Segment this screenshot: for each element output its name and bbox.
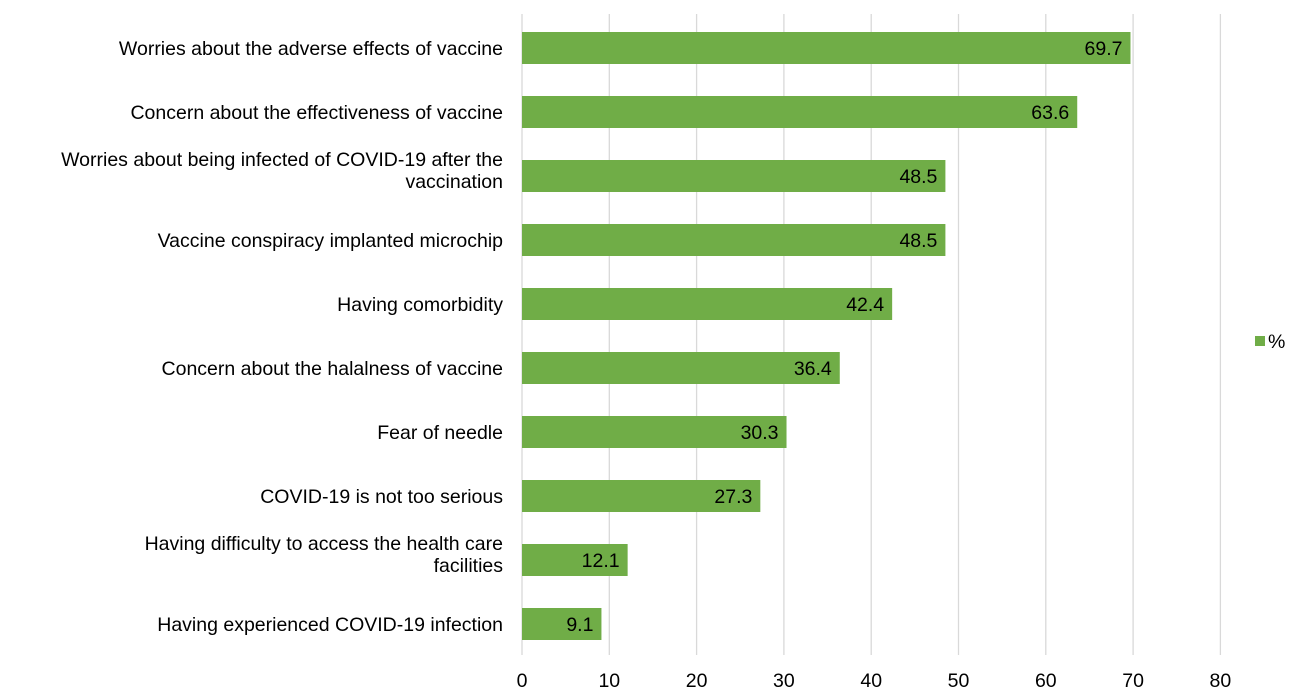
- data-label: 48.5: [899, 166, 937, 188]
- data-label: 69.7: [1085, 38, 1123, 60]
- category-label: Concern about the halalness of vaccine: [162, 358, 503, 380]
- x-tick-label: 30: [773, 670, 795, 690]
- x-tick-label: 80: [1210, 670, 1232, 690]
- category-label: Worries about the adverse effects of vac…: [119, 38, 503, 60]
- data-label: 30.3: [741, 422, 779, 444]
- bars: [522, 32, 1131, 640]
- x-tick-label: 20: [686, 670, 708, 690]
- category-label: Having difficulty to access the health c…: [145, 533, 504, 577]
- x-tick-label: 0: [517, 670, 528, 690]
- category-labels: Worries about the adverse effects of vac…: [61, 38, 503, 636]
- data-labels: 69.7 63.6 48.5 48.5 42.4 36.4 30.3 27.3 12.1 9.1: [566, 38, 1122, 636]
- bar: [522, 416, 787, 448]
- x-tick-label: 70: [1122, 670, 1144, 690]
- category-label: Fear of needle: [377, 422, 503, 444]
- data-label: 63.6: [1031, 102, 1069, 124]
- x-tick-label: 40: [860, 670, 882, 690]
- bar: [522, 608, 602, 640]
- bar: [522, 96, 1078, 128]
- category-label: Vaccine conspiracy implanted microchip: [158, 230, 504, 252]
- bar: [522, 352, 840, 384]
- x-tick-label: 60: [1035, 670, 1057, 690]
- x-axis-ticks: 0 10 20 30 40 50 60 70 80: [517, 670, 1232, 690]
- data-label: 27.3: [714, 486, 752, 508]
- category-label: COVID-19 is not too serious: [260, 486, 503, 508]
- data-label: 12.1: [582, 550, 620, 572]
- category-label: Having comorbidity: [337, 294, 503, 316]
- bar: [522, 480, 761, 512]
- x-tick-label: 50: [948, 670, 970, 690]
- legend-label: %: [1268, 331, 1285, 353]
- data-label: 48.5: [899, 230, 937, 252]
- data-label: 42.4: [846, 294, 884, 316]
- legend-swatch: [1255, 336, 1265, 346]
- bar: [522, 544, 628, 576]
- bar: [522, 288, 893, 320]
- category-label: Having experienced COVID-19 infection: [157, 614, 503, 636]
- legend: %: [1255, 331, 1285, 353]
- category-label: Concern about the effectiveness of vacci…: [130, 102, 503, 124]
- data-label: 36.4: [794, 358, 832, 380]
- bar: [522, 224, 946, 256]
- category-label: Worries about being infected of COVID-19…: [61, 149, 503, 193]
- bar: [522, 160, 946, 192]
- bar: [522, 32, 1131, 64]
- data-label: 9.1: [566, 614, 593, 636]
- x-tick-label: 10: [598, 670, 620, 690]
